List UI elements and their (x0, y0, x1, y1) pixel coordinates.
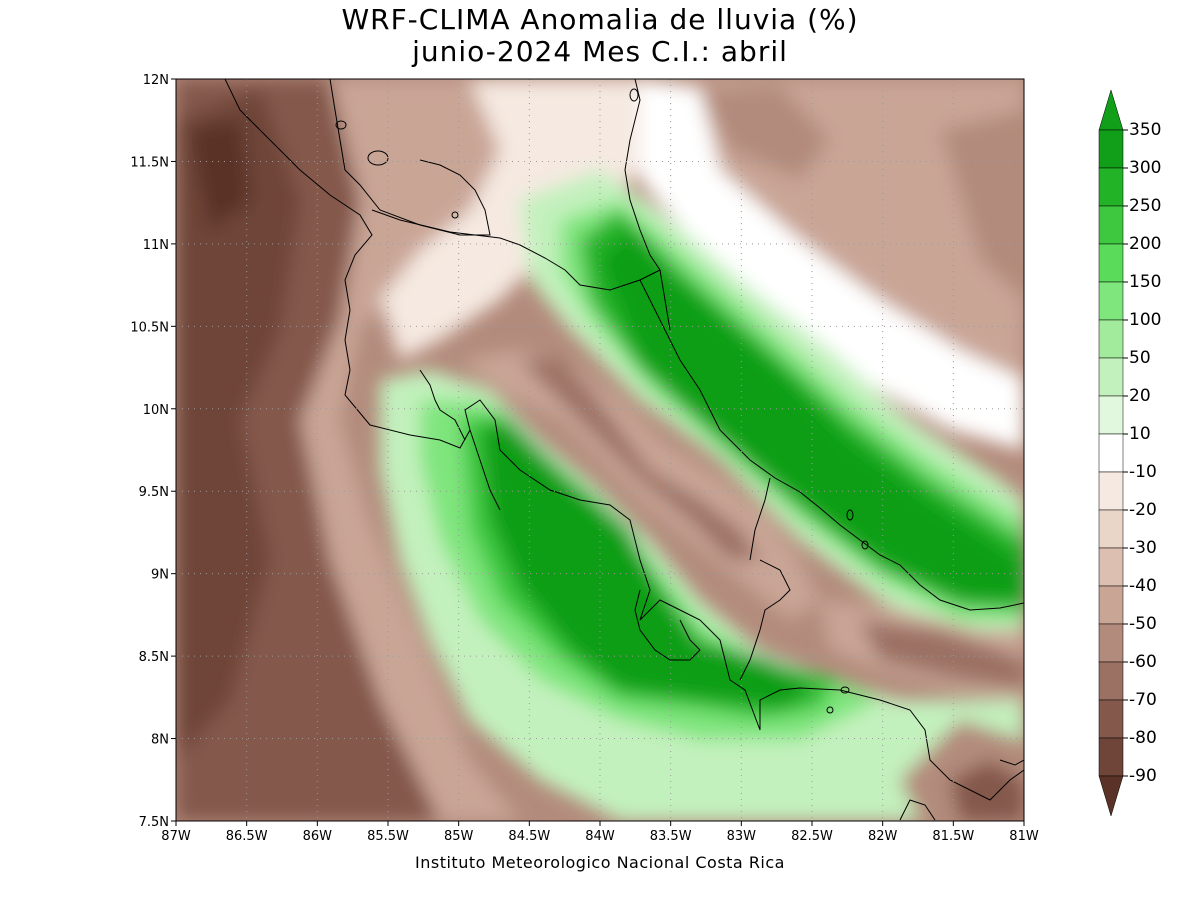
colorbar-swatch (1098, 243, 1124, 283)
x-tick-label: 82W (868, 829, 898, 844)
colorbar-swatch (1098, 433, 1124, 473)
colorbar-label: -20 (1129, 500, 1157, 520)
colorbar-swatch (1098, 129, 1124, 169)
colorbar-swatch (1098, 585, 1124, 625)
map-subtitle: junio-2024 Mes C.I.: abril (412, 35, 788, 68)
colorbar-swatch (1098, 737, 1124, 777)
x-tick-label: 87W (161, 829, 191, 844)
colorbar-swatch (1098, 281, 1124, 321)
colorbar-swatch (1098, 319, 1124, 359)
colorbar-swatch (1098, 205, 1124, 245)
credit-text: Instituto Meteorologico Nacional Costa R… (415, 853, 785, 872)
colorbar-label: 150 (1129, 272, 1162, 292)
colorbar-label: 100 (1129, 310, 1162, 330)
colorbar-label: -10 (1129, 462, 1157, 482)
colorbar-label: -90 (1129, 766, 1157, 786)
colorbar-label: 10 (1129, 424, 1151, 444)
colorbar-swatch (1098, 471, 1124, 511)
y-tick-label: 8.5N (139, 650, 169, 665)
x-tick-label: 85W (444, 829, 474, 844)
colorbar (1098, 89, 1128, 817)
colorbar-arrow-min (1098, 775, 1124, 817)
x-axis-labels: 87W 86.5W 86W 85.5W 85W 84.5W 84W 83.5W 83W 82.5W… (161, 829, 1039, 844)
anomaly-field (176, 79, 1024, 821)
colorbar-label: 50 (1129, 348, 1151, 368)
coastline (224, 79, 1024, 821)
colorbar-label: -70 (1129, 690, 1157, 710)
x-tick-label: 83W (727, 829, 757, 844)
colorbar-swatch (1098, 699, 1124, 739)
colorbar-label: -80 (1129, 728, 1157, 748)
x-tick-label: 81W (1009, 829, 1039, 844)
axis-ticks (171, 78, 1025, 826)
x-tick-label: 81.5W (932, 829, 974, 844)
graticule (176, 79, 1024, 821)
y-tick-label: 9.5N (139, 485, 169, 500)
x-tick-label: 85.5W (367, 829, 409, 844)
colorbar-swatch (1098, 357, 1124, 397)
x-tick-label: 84W (585, 829, 615, 844)
y-tick-label: 11N (143, 238, 169, 253)
colorbar-swatch (1098, 623, 1124, 663)
x-tick-label: 86W (303, 829, 333, 844)
y-tick-label: 11.5N (130, 155, 169, 170)
colorbar-label: 350 (1129, 120, 1162, 140)
y-tick-label: 8N (151, 733, 169, 748)
x-tick-label: 84.5W (508, 829, 550, 844)
colorbar-swatch (1098, 661, 1124, 701)
colorbar-label: 300 (1129, 158, 1162, 178)
y-tick-label: 7.5N (139, 815, 169, 830)
colorbar-label: -40 (1129, 576, 1157, 596)
colorbar-swatch (1098, 509, 1124, 549)
colorbar-label: -60 (1129, 652, 1157, 672)
colorbar-swatch (1098, 395, 1124, 435)
colorbar-label: -30 (1129, 538, 1157, 558)
y-axis-labels: 12N 11.5N 11N 10.5N 10N 9.5N 9N 8.5N 8N 7.5N (130, 73, 169, 830)
colorbar-swatch (1098, 547, 1124, 587)
colorbar-label: 250 (1129, 196, 1162, 216)
colorbar-label: -50 (1129, 614, 1157, 634)
colorbar-label: 20 (1129, 386, 1151, 406)
colorbar-swatch (1098, 167, 1124, 207)
colorbar-arrow-max (1098, 89, 1124, 131)
y-tick-label: 10.5N (130, 320, 169, 335)
y-tick-label: 10N (143, 403, 169, 418)
y-tick-label: 12N (143, 73, 169, 88)
y-tick-label: 9N (151, 568, 169, 583)
map-title: WRF-CLIMA Anomalia de lluvia (%) (341, 3, 859, 36)
colorbar-label: 200 (1129, 234, 1162, 254)
x-tick-label: 83.5W (650, 829, 692, 844)
x-tick-label: 82.5W (791, 829, 833, 844)
x-tick-label: 86.5W (226, 829, 268, 844)
